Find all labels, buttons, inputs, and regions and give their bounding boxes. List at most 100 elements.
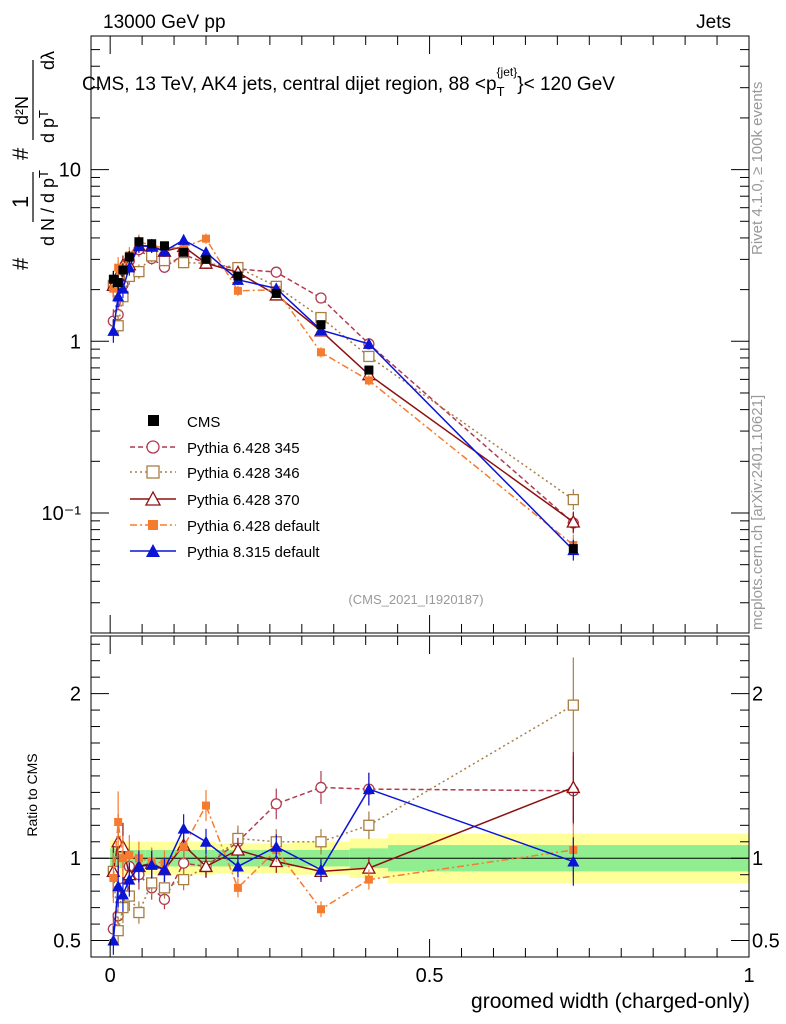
main-marker-s1-p6 bbox=[158, 254, 171, 267]
legend-label-1: Pythia 6.428 346 bbox=[187, 465, 300, 482]
ylabel-d2N: d²N bbox=[12, 96, 32, 125]
ylabel-dp: d pT bbox=[36, 110, 58, 143]
ylabel-one: 1 bbox=[8, 196, 33, 208]
ylabel-hash-2: # bbox=[8, 147, 33, 160]
ratio-marker-s2-p9 bbox=[230, 842, 246, 856]
legend-marker-1 bbox=[146, 465, 160, 479]
ratio-ytick-label-left-2: 2 bbox=[70, 684, 81, 706]
axis-ticks: 10⁻¹ 1 10 0.5 0.5 1 1 2 2 0 0.5 1 bbox=[42, 35, 780, 987]
main-marker-s3-p8 bbox=[201, 234, 210, 243]
ratio-marker-s2-p13 bbox=[566, 780, 581, 794]
ratio-marker-s3-p7 bbox=[179, 842, 188, 851]
data-point-3 bbox=[124, 252, 134, 262]
ratio-marker-s1-p4 bbox=[133, 906, 145, 919]
data-point-10 bbox=[271, 288, 281, 298]
main-marker-s4-p8 bbox=[199, 246, 212, 258]
ratio-marker-s4-p5 bbox=[145, 858, 158, 870]
ratio-marker-s1-p6 bbox=[158, 882, 171, 894]
ratio-marker-s4-p2 bbox=[116, 888, 129, 900]
legend-marker-0 bbox=[146, 440, 160, 454]
main-marker-s0-p10 bbox=[270, 266, 282, 278]
legend-marker-4 bbox=[146, 544, 160, 557]
main-marker-s1-p7 bbox=[177, 257, 190, 269]
data-point-13 bbox=[568, 544, 578, 554]
ratio-frame bbox=[90, 635, 750, 958]
ratio-marker-s1-p12 bbox=[363, 819, 375, 831]
data-point-12 bbox=[364, 365, 374, 375]
ratio-marker-s4-p9 bbox=[231, 860, 244, 872]
plot-title-main: CMS, 13 TeV, AK4 jets, central dijet reg… bbox=[82, 74, 497, 95]
data-point-8 bbox=[201, 254, 211, 264]
main-marker-s0-p11 bbox=[315, 292, 327, 304]
xtick-label-1: 0.5 bbox=[416, 965, 444, 987]
ratio-marker-s3-p3 bbox=[125, 850, 134, 859]
ratio-marker-s4-p7 bbox=[177, 822, 190, 834]
main-marker-s3-p7 bbox=[179, 243, 188, 252]
main-marker-s3-p12 bbox=[364, 376, 373, 385]
mcplots-credit: mcplots.cern.ch [arXiv:2401.10621] bbox=[749, 395, 766, 630]
data-point-5 bbox=[147, 239, 157, 249]
legend-label-2: Pythia 6.428 370 bbox=[187, 492, 300, 509]
plot-frames bbox=[90, 35, 750, 958]
ratio-marker-s3-p12 bbox=[364, 875, 373, 884]
ratio-marker-s3-p11 bbox=[316, 905, 325, 914]
ratio-ytick-label-right-2: 2 bbox=[752, 684, 763, 706]
legend: CMS Pythia 6.428 345 Pythia 6.428 346 Pythi… bbox=[130, 414, 320, 561]
main-marker-s3-p1 bbox=[114, 263, 123, 272]
plot-title-sup: {jet} bbox=[497, 65, 518, 79]
data-point-9 bbox=[233, 271, 243, 281]
ratio-marker-s4-p13 bbox=[567, 855, 580, 867]
data-point-4 bbox=[134, 237, 144, 247]
main-marker-s2-p13 bbox=[566, 514, 581, 528]
header-left: 13000 GeV pp bbox=[103, 12, 226, 33]
ratio-marker-s3-p8 bbox=[201, 801, 210, 810]
main-marker-s3-p11 bbox=[316, 348, 325, 357]
ratio-marker-s4-p10 bbox=[270, 840, 283, 852]
ratio-marker-s3-p1 bbox=[114, 818, 123, 827]
main-marker-s4-p7 bbox=[177, 233, 190, 245]
main-frame bbox=[90, 35, 750, 634]
ratio-line-series-1 bbox=[112, 704, 574, 931]
ratio-marker-s1-p5 bbox=[146, 877, 158, 889]
xtick-label-2: 1 bbox=[743, 965, 754, 987]
main-ytick-label-2: 10 bbox=[59, 160, 81, 182]
main-line-series-3 bbox=[112, 237, 574, 546]
data-point-2 bbox=[118, 265, 128, 275]
legend-marker-2 bbox=[144, 490, 162, 506]
main-marker-s1-p12 bbox=[363, 350, 375, 363]
ratio-ytick-label-right-1: 1 bbox=[752, 848, 763, 870]
ratio-marker-s0-p11 bbox=[315, 781, 327, 794]
data-point-7 bbox=[179, 247, 189, 257]
header-right: Jets bbox=[696, 12, 731, 33]
data-point-11 bbox=[316, 320, 326, 330]
main-marker-s3-p9 bbox=[233, 286, 242, 295]
ratio-y-label: Ratio to CMS bbox=[24, 753, 40, 836]
ylabel-dlambda: dλ bbox=[38, 51, 58, 70]
data-point-1 bbox=[113, 278, 123, 288]
main-marker-s4-p11 bbox=[314, 324, 327, 336]
main-marker-s1-p13 bbox=[567, 493, 579, 506]
main-y-label: # 1 d N / d pT # d²N d pT dλ bbox=[8, 51, 58, 270]
ratio-marker-s1-p7 bbox=[177, 873, 190, 886]
main-marker-s4-p1 bbox=[112, 290, 125, 302]
main-marker-s3-p0 bbox=[109, 284, 118, 293]
ratio-marker-s4-p12 bbox=[362, 783, 375, 795]
main-marker-s4-p0 bbox=[107, 324, 120, 336]
main-marker-s4-p12 bbox=[362, 337, 375, 349]
legend-label-0: Pythia 6.428 345 bbox=[187, 440, 300, 457]
legend-label-data: CMS bbox=[187, 414, 220, 431]
main-ytick-label-0: 10⁻¹ bbox=[42, 503, 82, 525]
ratio-marker-s2-p8 bbox=[198, 859, 214, 873]
uncertainty-bands bbox=[91, 833, 749, 883]
x-axis-label: groomed width (charged-only) bbox=[471, 990, 750, 1013]
main-line-series-1 bbox=[112, 254, 574, 501]
data-point-0 bbox=[108, 274, 118, 284]
data-point-6 bbox=[159, 241, 169, 251]
mc-curves bbox=[106, 233, 581, 955]
ratio-marker-s4-p1 bbox=[112, 880, 125, 892]
main-line-series-4 bbox=[112, 239, 574, 551]
main-marker-s4-p6 bbox=[158, 245, 171, 257]
ratio-marker-s1-p11 bbox=[315, 836, 327, 848]
main-ytick-label-1: 1 bbox=[70, 331, 81, 353]
